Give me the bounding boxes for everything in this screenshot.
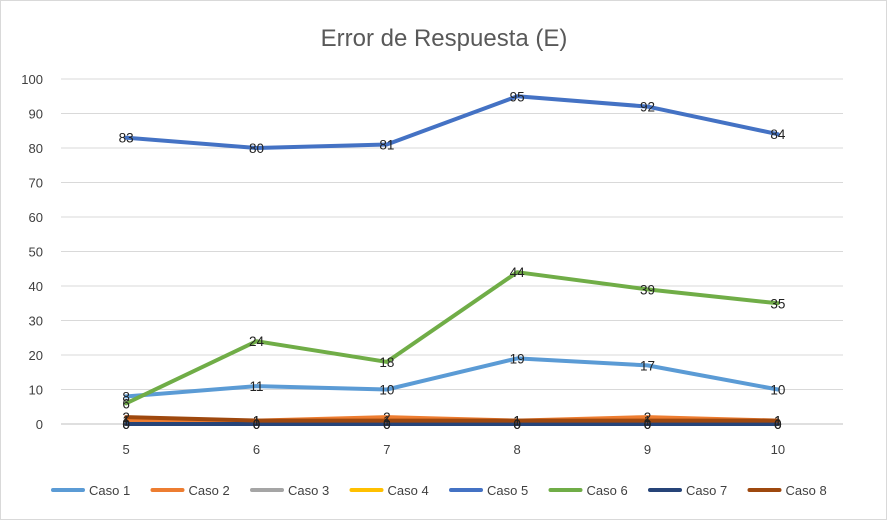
legend-item: Caso 5 (449, 483, 528, 498)
data-label: 0 (122, 417, 130, 432)
legend-item: Caso 4 (349, 483, 429, 498)
data-label: 0 (774, 417, 782, 432)
data-label: 0 (774, 417, 782, 432)
legend-label: Caso 6 (587, 483, 628, 498)
data-label: 0 (383, 417, 391, 432)
series-lines (124, 94, 780, 426)
legend-item: Caso 2 (150, 483, 230, 498)
legend-label: Caso 1 (89, 483, 130, 498)
chart-title: Error de Respuesta (E) (321, 25, 568, 52)
legend: Caso 1 Caso 2 Caso 3 Caso 4 Caso 5 Caso 6 Caso… (51, 483, 827, 498)
y-tick-label: 10 (29, 383, 43, 398)
y-axis-ticks: 0 10 20 30 40 50 60 70 80 90 100 (21, 72, 43, 432)
data-label: 0 (513, 417, 521, 432)
series-line-caso-5 (124, 94, 780, 150)
data-label: 0 (253, 417, 261, 432)
data-label: 0 (644, 417, 652, 432)
y-tick-label: 30 (29, 314, 43, 329)
y-tick-label: 80 (29, 141, 43, 156)
data-label: 80 (249, 141, 264, 156)
y-tick-label: 50 (29, 245, 43, 260)
data-label: 2 (383, 410, 391, 425)
data-label: 44 (510, 265, 526, 280)
data-label: 1 (513, 414, 521, 429)
x-tick-label: 10 (771, 442, 785, 457)
data-label: 95 (510, 89, 525, 104)
data-label: 1 (253, 414, 261, 429)
legend-item: Caso 1 (51, 483, 130, 498)
y-tick-label: 60 (29, 210, 43, 225)
y-tick-label: 40 (29, 279, 43, 294)
legend-label: Caso 3 (288, 483, 329, 498)
data-label: 2 (644, 410, 652, 425)
data-label: 0 (122, 417, 130, 432)
data-label: 84 (770, 127, 786, 142)
legend-item: Caso 3 (250, 483, 329, 498)
data-label: 0 (513, 417, 521, 432)
x-tick-label: 9 (644, 442, 651, 457)
data-label: 0 (383, 417, 391, 432)
x-tick-label: 6 (253, 442, 260, 457)
data-label: 1 (774, 414, 782, 429)
data-label: 0 (122, 417, 130, 432)
data-label: 10 (379, 383, 394, 398)
data-label: 92 (640, 100, 655, 115)
data-label: 17 (640, 358, 655, 373)
data-label: 83 (119, 131, 134, 146)
data-label: 10 (770, 383, 785, 398)
x-tick-label: 5 (123, 442, 130, 457)
data-label: 18 (379, 355, 394, 370)
data-label: 19 (510, 351, 525, 366)
legend-label: Caso 5 (487, 483, 528, 498)
data-label: 2 (122, 410, 130, 425)
legend-item: Caso 6 (548, 483, 628, 498)
data-label: 0 (644, 417, 652, 432)
data-label: 81 (379, 138, 394, 153)
legend-label: Caso 7 (686, 483, 727, 498)
data-label: 6 (122, 396, 130, 411)
y-tick-label: 0 (36, 417, 43, 432)
data-label: 0 (253, 417, 261, 432)
y-tick-label: 90 (29, 107, 43, 122)
series-line-caso-6 (124, 270, 780, 406)
data-label: 8 (122, 389, 130, 404)
x-axis-ticks: 5 6 7 8 9 10 (123, 442, 786, 457)
x-tick-label: 7 (383, 442, 390, 457)
y-tick-label: 20 (29, 348, 43, 363)
data-label: 0 (383, 417, 391, 432)
data-label: 11 (249, 379, 263, 394)
data-label: 35 (770, 296, 785, 311)
legend-item: Caso 7 (648, 483, 727, 498)
data-label: 1 (253, 414, 261, 429)
y-tick-label: 70 (29, 176, 43, 191)
data-label: 1 (513, 414, 521, 429)
data-label: 0 (644, 417, 652, 432)
legend-label: Caso 2 (189, 483, 230, 498)
data-label: 0 (774, 417, 782, 432)
data-label: 0 (513, 417, 521, 432)
legend-label: Caso 4 (388, 483, 429, 498)
data-label: 24 (249, 334, 265, 349)
data-label: 39 (640, 282, 655, 297)
data-label: 0 (253, 417, 261, 432)
data-label: 1 (644, 414, 652, 429)
data-label: 1 (122, 414, 130, 429)
legend-label: Caso 8 (786, 483, 827, 498)
series-line-caso-1 (124, 356, 780, 399)
legend-item: Caso 8 (747, 483, 827, 498)
series-line-caso-8 (124, 415, 780, 423)
data-label: 1 (774, 414, 782, 429)
y-tick-label: 100 (21, 72, 43, 87)
x-tick-label: 8 (514, 442, 521, 457)
data-label: 1 (383, 414, 391, 429)
